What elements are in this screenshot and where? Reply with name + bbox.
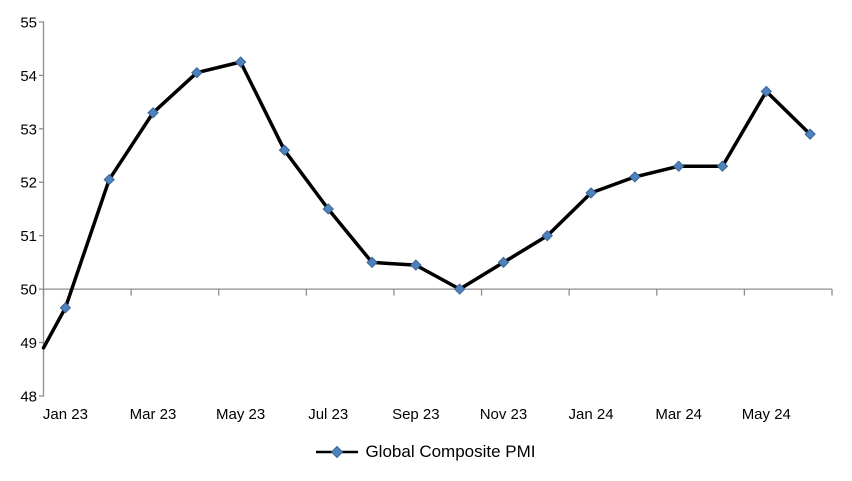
x-axis-label: Jul 23 [308, 406, 348, 423]
data-point-marker [410, 259, 422, 271]
y-axis-label: 50 [20, 282, 37, 299]
y-axis: 48 49 50 51 52 53 54 55 [20, 14, 45, 405]
y-axis-label: 51 [20, 228, 37, 245]
data-point-marker [585, 187, 597, 199]
pmi-line-series [41, 60, 812, 350]
data-point-markers [59, 56, 816, 314]
x-axis-label: May 23 [216, 406, 265, 423]
y-axis-label: 52 [20, 175, 37, 192]
x-axis-label: Nov 23 [480, 406, 528, 423]
data-point-marker [672, 160, 685, 172]
data-point-marker [629, 171, 641, 183]
data-point-marker [322, 203, 334, 215]
data-point-marker [804, 128, 816, 140]
x-axis-label: Mar 23 [130, 406, 177, 423]
x-axis-label: Sep 23 [392, 406, 440, 423]
data-point-marker [191, 67, 203, 79]
legend-label: Global Composite PMI [365, 442, 536, 461]
data-point-marker [541, 229, 553, 242]
data-point-marker [278, 144, 291, 156]
data-point-marker [760, 85, 772, 98]
x-axis-baseline [42, 288, 833, 296]
data-point-marker [59, 302, 72, 314]
y-axis-label: 54 [20, 68, 37, 85]
data-point-marker [103, 173, 115, 186]
data-point-marker [716, 160, 729, 172]
legend: Global Composite PMI [0, 441, 852, 463]
y-axis-label: 49 [20, 335, 37, 352]
data-point-marker [234, 56, 247, 68]
y-axis-label: 55 [20, 14, 37, 31]
y-axis-label: 48 [20, 388, 37, 405]
x-axis-label: Jan 24 [569, 406, 614, 423]
x-axis-label: Jan 23 [43, 406, 88, 423]
x-axis-label: May 24 [742, 406, 791, 423]
x-axis-label: Mar 24 [655, 406, 702, 423]
data-point-marker [147, 107, 159, 119]
x-axis-labels: Jan 23 Mar 23 May 23 Jul 23 Sep 23 Nov 23 Jan … [43, 406, 791, 423]
y-axis-label: 53 [20, 121, 37, 138]
data-point-marker [453, 283, 466, 295]
data-point-marker [497, 256, 510, 269]
data-point-marker [366, 256, 378, 269]
legend-line-marker-icon [316, 446, 359, 458]
